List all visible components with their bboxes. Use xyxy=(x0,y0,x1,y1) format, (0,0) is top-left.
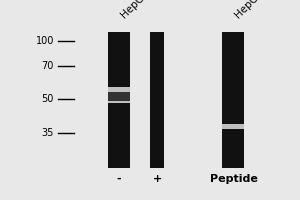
Bar xyxy=(108,32,130,168)
Bar xyxy=(108,92,130,101)
Text: -: - xyxy=(116,174,121,184)
Text: 70: 70 xyxy=(42,61,54,71)
Bar xyxy=(222,124,244,129)
Bar xyxy=(150,32,164,168)
Bar xyxy=(108,87,130,103)
Bar xyxy=(222,32,244,168)
Text: Peptide: Peptide xyxy=(210,174,258,184)
Text: 50: 50 xyxy=(42,94,54,104)
Text: 35: 35 xyxy=(42,128,54,138)
Text: 100: 100 xyxy=(36,36,54,46)
Text: HepG2: HepG2 xyxy=(119,0,151,20)
Text: +: + xyxy=(153,174,162,184)
Text: HepG2: HepG2 xyxy=(233,0,265,20)
